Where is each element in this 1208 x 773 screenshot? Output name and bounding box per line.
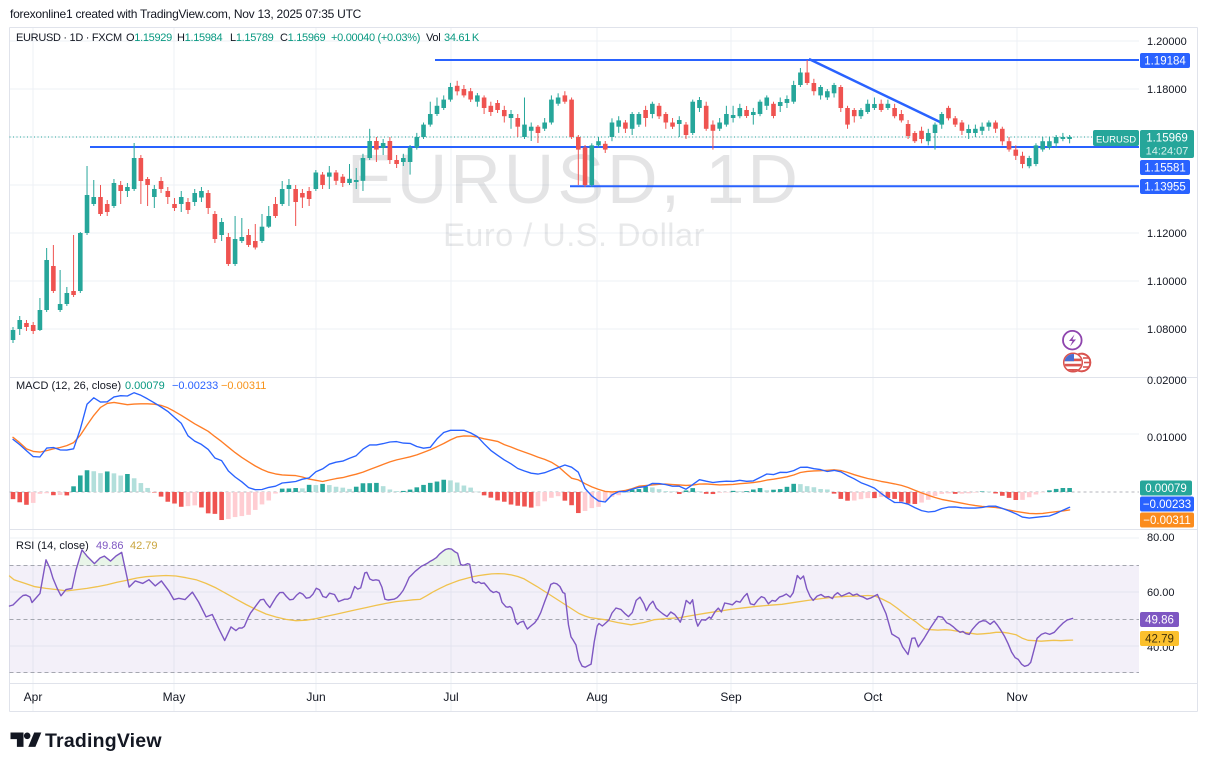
svg-text:1.08000: 1.08000 — [1147, 324, 1187, 336]
svg-text:MACD (12, 26, close)0.00079−0.: MACD (12, 26, close) 0.00079 −0.00233 −0.00… — [16, 380, 266, 392]
svg-text:EURUSD: EURUSD — [1096, 135, 1136, 146]
svg-text:42.79: 42.79 — [1145, 634, 1174, 646]
svg-text:Oct: Oct — [864, 690, 883, 704]
svg-text:Nov: Nov — [1006, 690, 1027, 704]
svg-text:1.10000: 1.10000 — [1147, 276, 1187, 288]
svg-text:TradingView: TradingView — [45, 730, 162, 752]
svg-text:80.00: 80.00 — [1147, 532, 1175, 544]
svg-text:−0.00233: −0.00233 — [1143, 499, 1191, 511]
svg-text:1.15581: 1.15581 — [1144, 163, 1186, 175]
svg-text:0.02000: 0.02000 — [1147, 375, 1187, 387]
svg-text:1.18000: 1.18000 — [1147, 84, 1187, 96]
svg-text:Aug: Aug — [586, 690, 607, 704]
svg-text:forexonline1 created with Trad: forexonline1 created with TradingView.co… — [10, 7, 362, 21]
svg-text:14:24:07: 14:24:07 — [1146, 146, 1189, 158]
svg-text:Euro / U.S. Dollar: Euro / U.S. Dollar — [443, 217, 705, 253]
svg-text:0.00079: 0.00079 — [1145, 483, 1187, 495]
svg-text:Jul: Jul — [443, 690, 458, 704]
svg-text:−0.00311: −0.00311 — [1143, 515, 1190, 527]
svg-text:1.20000: 1.20000 — [1147, 36, 1187, 48]
svg-text:May: May — [163, 690, 186, 704]
svg-text:49.86: 49.86 — [1145, 615, 1174, 627]
svg-text:Jun: Jun — [306, 690, 325, 704]
svg-text:Apr: Apr — [24, 690, 43, 704]
svg-text:1.19184: 1.19184 — [1144, 56, 1186, 68]
svg-text:60.00: 60.00 — [1147, 587, 1175, 599]
svg-text:Sep: Sep — [720, 690, 742, 704]
svg-text:1.13955: 1.13955 — [1144, 182, 1186, 194]
svg-text:EURUSD, 1D: EURUSD, 1D — [347, 140, 801, 218]
svg-text:1.12000: 1.12000 — [1147, 228, 1187, 240]
svg-text:0.01000: 0.01000 — [1147, 432, 1187, 444]
svg-text:1.15969: 1.15969 — [1146, 133, 1188, 145]
